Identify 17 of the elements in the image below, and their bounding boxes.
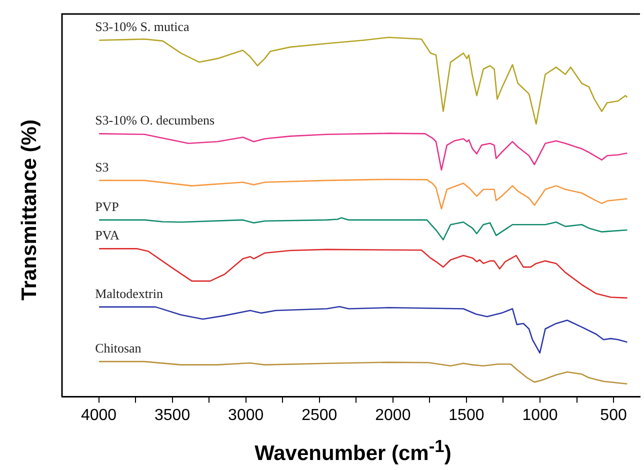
x-tick-label: 2500 [302, 406, 338, 424]
series-label: Chitosan [95, 340, 142, 356]
series-label: PVA [95, 228, 120, 243]
x-tick-label: 1000 [522, 406, 558, 424]
x-tick-label: 4000 [80, 406, 117, 424]
series-label: S3-10% O. decumbens [95, 112, 215, 128]
x-tick-label: 500 [600, 406, 627, 424]
x-tick-label: 1500 [448, 406, 484, 424]
x-axis-title: Wavenumber (cm$^{-1}$) [254, 436, 452, 466]
x-tick-label: 3500 [154, 406, 190, 424]
series-label: S3 [95, 159, 109, 174]
x-tick-label: 2000 [375, 406, 411, 424]
x-tick-label: 3000 [228, 406, 264, 424]
series-label: S3-10% S. mutica [95, 19, 190, 34]
y-axis-title: Transmittance (%) [18, 120, 42, 300]
series-label: PVP [95, 198, 119, 214]
series-label: Maltodextrin [95, 286, 164, 301]
